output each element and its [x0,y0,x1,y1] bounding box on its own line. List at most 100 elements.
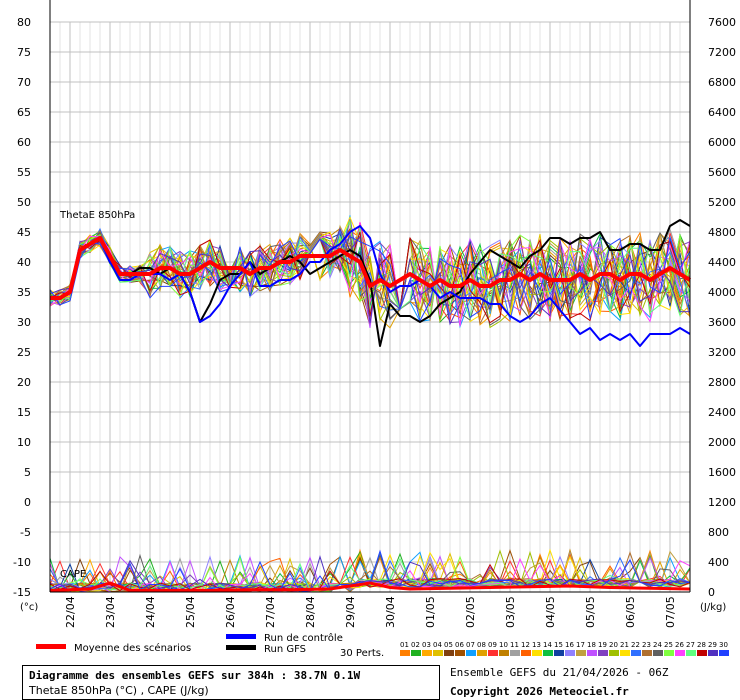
pert-color-swatch [466,650,476,656]
pert-color-swatch [554,650,564,656]
pert-number: 10 [499,641,508,649]
left-tick-label: 40 [17,256,31,269]
x-tick-label: 29/04 [344,596,357,628]
perturbation-line [49,215,691,320]
pert-color-swatch [598,650,608,656]
pert-number: 14 [543,641,552,649]
pert-number: 19 [598,641,607,649]
right-tick-label: 7200 [708,46,736,59]
control-series-line [50,225,691,347]
run-info: Ensemble GEFS du 21/04/2026 - 06Z [450,666,669,679]
right-tick-label: 400 [708,556,729,569]
pert-number: 13 [532,641,541,649]
perts-legend-label: 30 Perts. [340,648,384,659]
left-tick-label: 55 [17,166,31,179]
footer-title: Diagramme des ensembles GEFS sur 384h : … [29,669,361,682]
cape-perturbation-line [49,555,691,593]
cape-mean-line [49,581,691,592]
pert-number: 18 [587,641,596,649]
perturbation-line [49,231,691,324]
pert-color-swatch [499,650,509,656]
left-tick-label: 10 [17,436,31,449]
left-tick-label: 5 [24,466,31,479]
pert-number: 01 [400,641,409,649]
pert-number: 27 [686,641,695,649]
right-tick-label: 6400 [708,106,736,119]
right-tick-label: 4800 [708,226,736,239]
pert-number: 17 [576,641,585,649]
mean-series-line [50,236,692,300]
left-tick-label: 75 [17,46,31,59]
thetae-annotation: ThetaE 850hPa [59,210,135,221]
pert-color-swatch [444,650,454,656]
pert-number: 05 [444,641,453,649]
right-tick-label: 5200 [708,196,736,209]
left-tick-label: 50 [17,196,31,209]
gfs-legend-swatch [226,645,256,650]
left-tick-label: 35 [17,286,31,299]
pert-color-swatch [576,650,586,656]
left-tick-label: 65 [17,106,31,119]
pert-number: 12 [521,641,530,649]
pert-number: 28 [697,641,706,649]
right-tick-label: 5600 [708,166,736,179]
left-tick-label: -15 [13,586,31,599]
pert-color-swatch [510,650,520,656]
main-series [50,219,692,347]
x-tick-label: 25/04 [184,596,197,628]
left-tick-label: 80 [17,16,31,29]
x-tick-label: 05/05 [584,596,597,628]
pert-number: 21 [620,641,629,649]
pert-number: 03 [422,641,431,649]
pert-number: 16 [565,641,574,649]
x-tick-label: 30/04 [384,596,397,628]
pert-number: 15 [554,641,563,649]
right-tick-label: 6800 [708,76,736,89]
pert-color-swatch [609,650,619,656]
right-tick-label: 6000 [708,136,736,149]
pert-number: 29 [708,641,717,649]
pert-color-swatch [477,650,487,656]
right-tick-label: 0 [708,586,715,599]
right-tick-label: 2000 [708,436,736,449]
pert-color-swatch [411,650,421,656]
pert-number: 25 [664,641,673,649]
left-tick-label: 25 [17,346,31,359]
control-legend-label: Run de contrôle [264,632,343,644]
x-tick-label: 01/05 [424,596,437,628]
cape-annotation: CAPE [60,569,86,580]
x-tick-label: 24/04 [144,596,157,628]
x-tick-label: 23/04 [104,596,117,628]
pert-number: 26 [675,641,684,649]
x-tick-label: 02/05 [464,596,477,628]
right-tick-label: 1600 [708,466,736,479]
pert-color-swatch [653,650,663,656]
pert-color-swatch [400,650,410,656]
right-tick-label: 2800 [708,376,736,389]
pert-color-swatch [631,650,641,656]
left-tick-label: 15 [17,406,31,419]
right-tick-label: 2400 [708,406,736,419]
pert-color-swatch [543,650,553,656]
pert-color-swatch [565,650,575,656]
pert-number: 23 [642,641,651,649]
pert-number: 09 [488,641,497,649]
pert-number: 20 [609,641,618,649]
x-tick-label: 27/04 [264,596,277,628]
x-tick-label: 07/05 [664,596,677,628]
left-tick-label: -10 [13,556,31,569]
right-tick-label: 800 [708,526,729,539]
pert-color-swatch [620,650,630,656]
left-tick-label: -5 [20,526,31,539]
left-tick-label: 45 [17,226,31,239]
mean-legend-swatch [36,644,66,649]
pert-number: 24 [653,641,662,649]
perturbation-line [49,236,691,323]
right-tick-label: 1200 [708,496,736,509]
left-tick-label: 70 [17,76,31,89]
left-tick-label: 20 [17,376,31,389]
pert-color-swatch [719,650,729,656]
right-axis-unit: (J/kg) [700,602,726,613]
pert-number: 04 [433,641,442,649]
